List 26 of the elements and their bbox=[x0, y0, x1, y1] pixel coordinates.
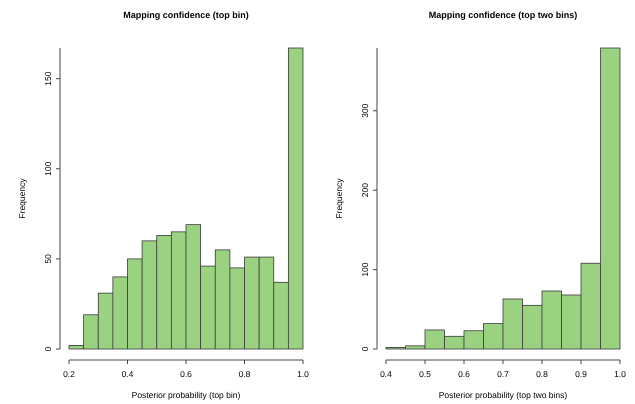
y-tick-label: 150 bbox=[43, 71, 53, 86]
x-tick-label: 0.2 bbox=[63, 369, 76, 379]
x-tick-label: 0.9 bbox=[575, 369, 588, 379]
x-tick-label: 1.0 bbox=[614, 369, 626, 379]
x-tick-label: 0.6 bbox=[458, 369, 470, 379]
x-tick-label: 0.8 bbox=[536, 369, 548, 379]
y-tick-label: 300 bbox=[360, 103, 370, 118]
y-axis-title: Frequency bbox=[334, 178, 344, 219]
y-tick-label: 100 bbox=[360, 262, 370, 277]
y-axis-title: Frequency bbox=[17, 178, 27, 219]
y-tick-label: 50 bbox=[43, 254, 53, 264]
x-tick-label: 0.6 bbox=[180, 369, 192, 379]
y-tick-label: 0 bbox=[43, 346, 53, 352]
x-axis-title: Posterior probability (top two bins) bbox=[438, 390, 568, 400]
x-tick-label: 1.0 bbox=[297, 369, 310, 379]
x-tick-label: 0.4 bbox=[122, 369, 134, 379]
x-tick-label: 0.4 bbox=[380, 369, 392, 379]
x-axis-title: Posterior probability (top bin) bbox=[132, 390, 240, 400]
y-tick-label: 100 bbox=[43, 161, 53, 176]
y-tick-label: 0 bbox=[360, 346, 370, 352]
chart-title: Mapping confidence (top bin) bbox=[123, 10, 249, 20]
chart-title: Mapping confidence (top two bins) bbox=[428, 10, 578, 20]
y-tick-label: 200 bbox=[360, 182, 370, 198]
x-tick-label: 0.7 bbox=[497, 369, 510, 379]
x-tick-label: 0.5 bbox=[419, 369, 432, 379]
x-tick-label: 0.8 bbox=[238, 369, 251, 379]
